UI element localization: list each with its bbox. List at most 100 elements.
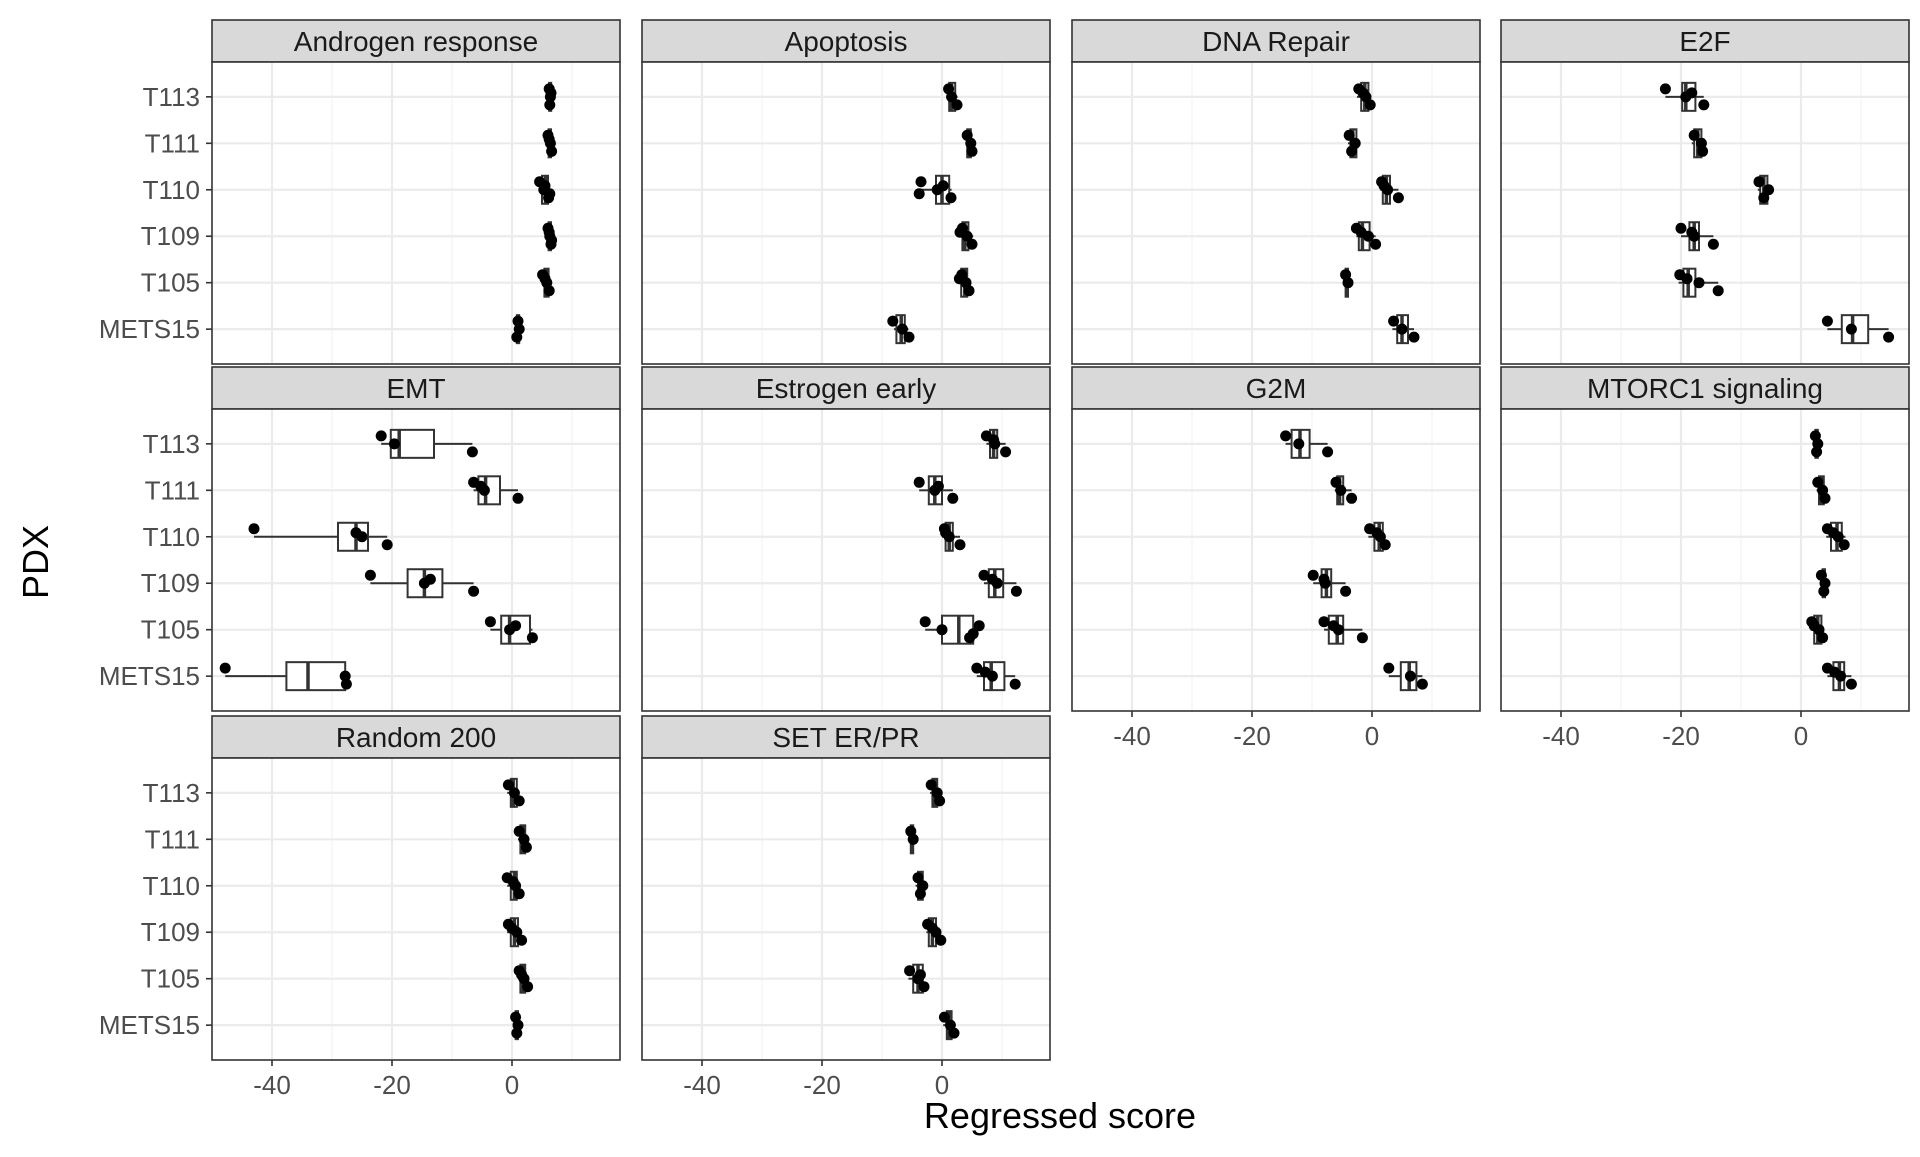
y-tick-label-t110: T110 <box>143 522 200 552</box>
data-point-t109 <box>1686 226 1698 238</box>
data-point-t109 <box>935 934 947 946</box>
data-point-t109 <box>1010 585 1022 597</box>
panel-background-androgen-response <box>212 62 620 364</box>
data-point-t113 <box>1698 99 1710 111</box>
data-point-mets15 <box>948 1027 960 1039</box>
data-point-t113 <box>545 87 557 99</box>
x-tick-label: -20 <box>803 1070 841 1100</box>
data-point-t105 <box>526 632 538 644</box>
data-point-t110 <box>350 527 362 539</box>
data-point-t113 <box>1357 87 1369 99</box>
data-point-t113 <box>946 91 958 103</box>
data-point-t111 <box>1812 476 1824 488</box>
data-point-t110 <box>1838 539 1850 551</box>
panel-background-g2m <box>1072 409 1480 711</box>
data-point-t111 <box>1330 476 1342 488</box>
data-point-t105 <box>543 285 555 297</box>
data-point-t105 <box>1356 632 1368 644</box>
data-point-t109 <box>506 922 518 934</box>
data-point-t109 <box>1307 569 1319 581</box>
data-point-t110 <box>1827 527 1839 539</box>
panel-background-estrogen-early <box>642 409 1050 711</box>
y-tick-label-t113: T113 <box>143 82 200 112</box>
data-point-t113 <box>925 779 937 791</box>
x-tick-label: -40 <box>1113 721 1151 751</box>
data-point-mets15 <box>971 662 983 674</box>
data-point-t110 <box>1758 192 1770 204</box>
facet-title-random-200: Random 200 <box>336 722 496 753</box>
panel-background-emt <box>212 409 620 711</box>
data-point-t113 <box>1293 438 1305 450</box>
data-point-mets15 <box>1845 323 1857 335</box>
data-point-t110 <box>507 876 519 888</box>
y-tick-label-t111: T111 <box>145 475 200 505</box>
box-mets15 <box>285 661 347 692</box>
panel-border-mtorc1-signaling <box>1500 408 1910 712</box>
y-tick-label-t110: T110 <box>143 175 200 205</box>
data-point-t105 <box>953 273 965 285</box>
data-point-mets15 <box>979 666 991 678</box>
x-tick-label: 0 <box>505 1070 519 1100</box>
data-point-t109 <box>424 573 436 585</box>
data-point-t110 <box>544 188 556 200</box>
facet-strip-apoptosis <box>641 19 1051 63</box>
data-point-mets15 <box>1821 315 1833 327</box>
facet-strip-mtorc1-signaling <box>1500 366 1910 410</box>
y-tick-label-t113: T113 <box>143 429 200 459</box>
data-point-t111 <box>1819 492 1831 504</box>
data-point-t110 <box>940 527 952 539</box>
x-axis-title: Regressed score <box>924 1095 1196 1136</box>
x-tick-label: 0 <box>1794 721 1808 751</box>
data-point-mets15 <box>219 662 231 674</box>
data-point-mets15 <box>1845 678 1857 690</box>
data-point-t113 <box>988 434 1000 446</box>
data-point-t113 <box>466 446 478 458</box>
x-tick-label: -20 <box>1662 721 1700 751</box>
facet-title-apoptosis: Apoptosis <box>785 26 908 57</box>
data-point-mets15 <box>1009 678 1021 690</box>
data-point-t110 <box>954 539 966 551</box>
y-tick-label-t105: T105 <box>141 964 200 994</box>
panel-border-set-er-pr <box>641 757 1051 1061</box>
y-tick-label-t105: T105 <box>141 268 200 298</box>
data-point-t113 <box>1811 446 1823 458</box>
data-point-t105 <box>484 616 496 628</box>
data-point-mets15 <box>1408 331 1420 343</box>
data-point-t109 <box>468 585 480 597</box>
data-point-t110 <box>945 192 957 204</box>
data-point-t113 <box>1686 87 1698 99</box>
y-tick-label-t111: T111 <box>145 128 200 158</box>
data-point-t111 <box>1335 484 1347 496</box>
data-point-t110 <box>1379 539 1391 551</box>
data-point-t110 <box>914 888 926 900</box>
y-tick-label-mets15: METS15 <box>99 314 200 344</box>
data-point-t113 <box>951 99 963 111</box>
data-point-t113 <box>375 430 387 442</box>
facet-strip-androgen-response <box>211 19 621 63</box>
data-point-t105 <box>918 981 930 993</box>
facet-title-dna-repair: DNA Repair <box>1202 26 1350 57</box>
panel-background-dna-repair <box>1072 62 1480 364</box>
data-point-t110 <box>912 872 924 884</box>
data-point-t113 <box>934 795 946 807</box>
data-point-t109 <box>978 569 990 581</box>
data-point-t105 <box>1328 620 1340 632</box>
data-point-t110 <box>248 523 260 535</box>
data-point-t113 <box>508 787 520 799</box>
data-point-t113 <box>1280 430 1292 442</box>
data-point-t110 <box>513 888 525 900</box>
data-point-t109 <box>1318 573 1330 585</box>
data-point-t110 <box>1392 192 1404 204</box>
data-point-t105 <box>963 285 975 297</box>
data-point-mets15 <box>1829 666 1841 678</box>
data-point-t105 <box>904 965 916 977</box>
data-point-t113 <box>1659 83 1671 95</box>
data-point-t111 <box>913 476 925 488</box>
data-point-t113 <box>388 438 400 450</box>
data-point-t105 <box>1342 277 1354 289</box>
data-point-t109 <box>1707 238 1719 250</box>
data-point-t111 <box>1688 129 1700 141</box>
x-tick-label: 0 <box>935 1070 949 1100</box>
data-point-t109 <box>966 238 978 250</box>
y-tick-label-t109: T109 <box>141 221 200 251</box>
